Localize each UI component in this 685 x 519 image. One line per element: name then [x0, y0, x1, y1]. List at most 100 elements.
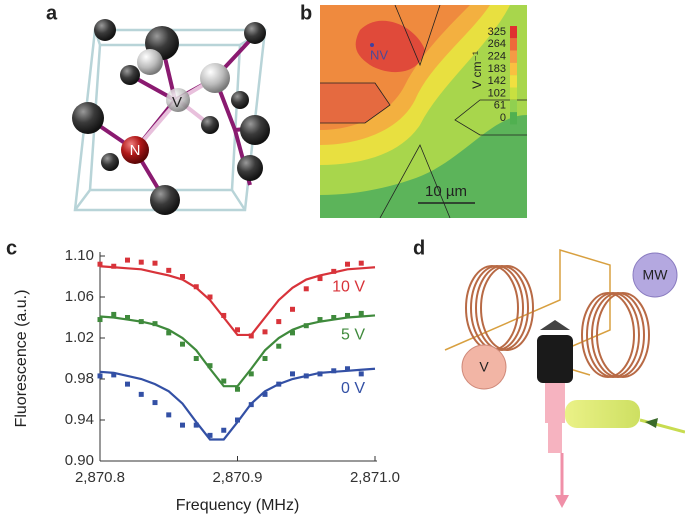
data-point	[303, 373, 309, 379]
series-label: 0 V	[341, 380, 365, 397]
data-point	[262, 356, 268, 361]
colorbar-tick-label: 102	[488, 87, 506, 99]
coil-right	[581, 292, 650, 378]
y-tick-label: 1.10	[65, 247, 94, 264]
data-point	[248, 333, 254, 339]
colorbar-cell	[510, 75, 517, 88]
data-point	[166, 330, 172, 336]
objective-top	[540, 320, 570, 330]
data-point	[345, 312, 350, 318]
colorbar-tick-label: 224	[488, 51, 506, 63]
panel-letter: c	[6, 237, 17, 259]
data-point	[276, 381, 282, 387]
series-label: 5 V	[341, 327, 365, 344]
series-label: 10 V	[332, 278, 365, 295]
data-point	[290, 371, 295, 377]
panel-a: a V N	[46, 2, 270, 215]
data-point	[235, 386, 240, 392]
data-point	[317, 371, 323, 377]
data-point	[111, 263, 117, 269]
arrow-head	[645, 418, 658, 428]
data-point	[331, 315, 337, 320]
data-point	[331, 268, 337, 274]
data-point	[97, 261, 103, 267]
colorbar-cell	[510, 99, 517, 113]
source-label: V	[479, 359, 489, 375]
source-label: MW	[643, 267, 669, 283]
atom-label: V	[172, 94, 182, 111]
data-point	[303, 323, 309, 329]
colorbar-cell	[510, 112, 517, 125]
data-point	[152, 321, 158, 327]
y-axis-label: Fluorescence (a.u.)	[13, 290, 30, 428]
scale-label: 10 µm	[425, 183, 467, 200]
atom-label: N	[130, 142, 141, 159]
panel-letter: d	[413, 237, 425, 259]
data-point	[345, 366, 350, 372]
data-point	[180, 274, 185, 279]
x-axis-label: Frequency (MHz)	[176, 497, 300, 514]
fit-line	[99, 367, 376, 441]
data-point	[290, 306, 295, 312]
data-point	[276, 319, 282, 325]
x-tick-label: 2,871.0	[350, 469, 400, 486]
data-point	[248, 402, 254, 408]
y-tick-label: 0.90	[65, 452, 94, 469]
data-point	[303, 286, 309, 292]
y-tick-label: 0.94	[65, 411, 94, 428]
colorbar-tick-label: 0	[500, 112, 506, 124]
data-point	[193, 422, 199, 428]
data-point	[180, 341, 185, 347]
data-point	[358, 371, 364, 377]
coil-left	[465, 265, 534, 351]
data-point	[345, 261, 350, 267]
data-point	[111, 311, 117, 317]
colorbar-cell	[510, 62, 517, 76]
data-point	[358, 260, 364, 266]
data-point	[138, 391, 144, 397]
data-point	[221, 312, 227, 318]
data-point	[235, 417, 240, 423]
colorbar-cell	[510, 87, 517, 100]
fit-line	[99, 314, 376, 388]
atoms	[72, 19, 270, 215]
data-point	[317, 276, 323, 282]
colorbar-tick-label: 325	[488, 26, 506, 38]
chart: 0.90 0.94 0.98 1.02 1.06 1.10 2,870.8 2,870.9 2,…	[13, 247, 400, 514]
data-point	[138, 319, 144, 325]
x-tick-label: 2,870.9	[212, 469, 262, 486]
point-label: NV	[370, 47, 388, 62]
data-point	[193, 356, 199, 361]
bonds	[86, 33, 257, 202]
beam-pink	[545, 383, 565, 423]
data-point	[248, 371, 254, 377]
data-point	[125, 381, 130, 387]
colorbar-unit: V cm⁻¹	[470, 51, 484, 89]
data-point	[97, 317, 103, 323]
data-point	[138, 259, 144, 265]
data-point	[317, 317, 323, 323]
objective	[537, 335, 573, 383]
data-point	[207, 294, 213, 300]
colorbar-tick-label: 183	[488, 63, 506, 75]
beam-pink	[548, 423, 562, 453]
field-map	[320, 5, 527, 218]
data-point	[262, 329, 268, 335]
data-point	[152, 260, 158, 266]
data-point	[290, 330, 295, 336]
y-tick-label: 1.06	[65, 288, 94, 305]
panel-letter: b	[300, 2, 312, 24]
mw-source	[632, 252, 678, 298]
data-point	[221, 427, 227, 433]
data-point	[152, 400, 158, 406]
data-point	[125, 257, 130, 263]
colorbar-tick-label: 61	[494, 100, 506, 112]
data-point	[193, 284, 199, 290]
voltage-source	[461, 344, 507, 390]
data-point	[235, 327, 240, 333]
data-point	[97, 373, 103, 379]
data-point	[111, 372, 117, 378]
data-point	[358, 310, 364, 316]
